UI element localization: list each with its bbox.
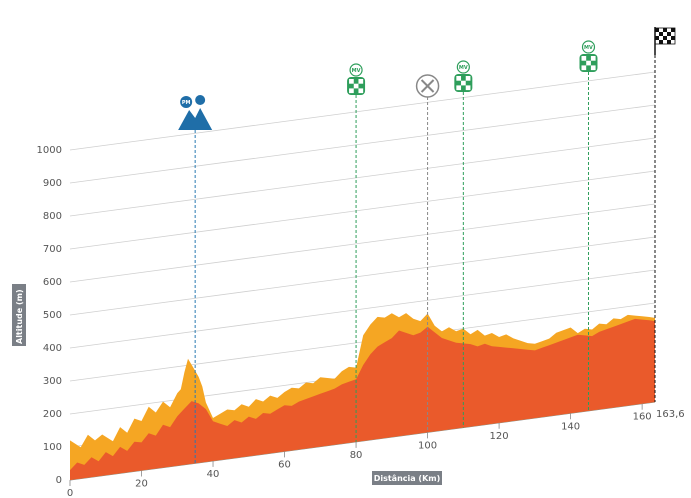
x-tick-label: 60 [278, 459, 291, 470]
sprint-marker-icon: MV [347, 63, 366, 95]
y-axis-ticks: 0 100 200 300 400 500 600 700 800 900 1000 [37, 145, 62, 486]
x-tick-label: 120 [490, 431, 509, 442]
y-tick-label: 500 [43, 310, 62, 321]
gridline [69, 71, 656, 151]
gridline [69, 137, 656, 217]
x-tick-label: 160 [633, 412, 652, 423]
route-markers: PM MV MV MV [178, 27, 676, 464]
y-tick-label: 300 [43, 376, 62, 387]
x-tick-label: 100 [418, 440, 437, 451]
x-axis-ticks: 0 20 40 60 80 100 120 140 160 [67, 403, 652, 498]
y-tick-label: 0 [56, 475, 62, 486]
x-tick-label: 80 [350, 450, 363, 461]
y-axis-label-text: Altitude (m) [15, 289, 24, 344]
gridline [69, 203, 656, 283]
climb-marker-icon: PM [178, 95, 213, 130]
gridline [69, 104, 656, 184]
y-tick-label: 200 [43, 409, 62, 420]
x-tick-label: 0 [67, 488, 73, 498]
y-tick-label: 800 [43, 211, 62, 222]
x-tick-label: 140 [561, 421, 580, 432]
gridline [69, 170, 656, 250]
sprint-marker-icon: MV [579, 40, 598, 72]
y-tick-label: 1000 [37, 145, 62, 156]
gridline [69, 236, 656, 316]
sprint-marker-icon: MV [454, 60, 473, 92]
sprint-label: MV [352, 68, 361, 74]
climb-label: PM [182, 100, 191, 106]
profile-area-front [70, 318, 655, 480]
profile-areas [70, 313, 655, 480]
y-tick-label: 700 [43, 244, 62, 255]
x-axis-label: Distância (Km) [372, 471, 442, 485]
y-tick-label: 100 [43, 442, 62, 453]
x-tick-label: 40 [207, 469, 220, 480]
x-axis-label-text: Distância (Km) [374, 474, 441, 483]
feed-marker-icon [415, 74, 440, 98]
gridline [69, 269, 656, 349]
y-tick-label: 900 [43, 178, 62, 189]
y-tick-label: 600 [43, 277, 62, 288]
x-end-label: 163,6 [656, 409, 685, 420]
sprint-label: MV [459, 65, 468, 71]
x-tick-label: 20 [135, 478, 148, 489]
finish-marker-icon [654, 27, 676, 55]
y-tick-label: 400 [43, 343, 62, 354]
y-axis-label: Altitude (m) [12, 284, 26, 346]
sprint-label: MV [584, 45, 593, 51]
